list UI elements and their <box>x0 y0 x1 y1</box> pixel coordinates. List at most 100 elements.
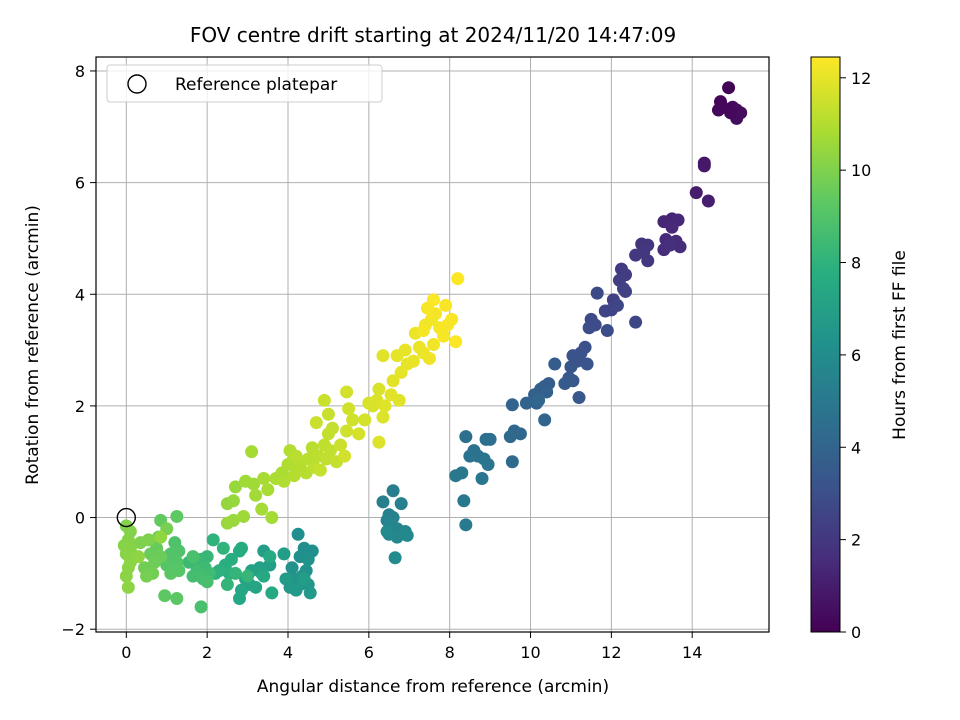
data-point <box>665 220 679 234</box>
data-point <box>505 455 519 469</box>
chart-title: FOV centre drift starting at 2024/11/20 … <box>190 23 676 47</box>
data-point <box>376 495 390 509</box>
data-point <box>232 592 246 606</box>
data-point <box>427 293 441 307</box>
data-point <box>400 528 414 542</box>
data-point <box>164 566 178 580</box>
data-point <box>598 304 612 318</box>
data-point <box>580 357 594 371</box>
legend-reference-marker <box>127 74 147 94</box>
data-point <box>119 569 133 583</box>
data-point <box>249 580 263 594</box>
legend-box <box>106 64 383 103</box>
reference-marker-group <box>116 507 137 528</box>
data-point <box>220 516 234 530</box>
data-point <box>540 385 554 399</box>
data-point <box>297 572 311 586</box>
data-point <box>392 393 406 407</box>
legend: Reference platepar <box>106 64 383 103</box>
data-point <box>481 458 495 472</box>
data-point <box>277 547 291 561</box>
colorbar-label: Hours from first FF file <box>890 250 910 440</box>
data-point <box>600 324 614 338</box>
data-point <box>342 402 356 416</box>
data-point <box>323 444 337 458</box>
data-point <box>701 194 715 208</box>
data-point <box>241 569 255 583</box>
data-point <box>131 550 145 564</box>
grid-lines <box>96 57 769 632</box>
data-points <box>117 81 748 614</box>
data-point <box>245 445 259 459</box>
colorbar-tick-label: 12 <box>851 69 871 88</box>
data-point <box>439 298 453 312</box>
data-point <box>265 586 279 600</box>
data-point <box>378 399 392 413</box>
data-point <box>277 474 291 488</box>
colorbar-tick-label: 0 <box>851 623 861 642</box>
data-point <box>346 413 360 427</box>
data-point <box>619 284 633 298</box>
plot-frame <box>95 56 770 633</box>
data-point <box>148 555 162 569</box>
data-point <box>121 580 135 594</box>
data-point <box>519 396 533 410</box>
data-point <box>194 600 208 614</box>
x-tick-label: 6 <box>364 643 374 662</box>
data-point <box>228 566 242 580</box>
y-tick-label: −2 <box>61 620 85 639</box>
data-point <box>548 357 562 371</box>
data-point <box>340 424 354 438</box>
data-point <box>394 497 408 511</box>
legend-entry-reference: Reference platepar <box>175 75 337 95</box>
x-tick-label: 4 <box>283 643 293 662</box>
data-point <box>629 248 643 262</box>
colorbar-gradient <box>810 56 841 633</box>
data-point <box>663 238 677 252</box>
data-point <box>255 502 269 516</box>
data-point <box>257 569 271 583</box>
x-tick-label: 0 <box>121 643 131 662</box>
data-point <box>200 575 214 589</box>
data-point <box>216 541 230 555</box>
data-point <box>475 471 489 485</box>
data-point <box>386 374 400 388</box>
data-point <box>279 572 293 586</box>
x-tick-label: 14 <box>682 643 702 662</box>
data-point <box>590 286 604 300</box>
data-point <box>265 511 279 525</box>
data-point <box>291 527 305 541</box>
data-point <box>610 298 624 312</box>
data-point <box>457 494 471 508</box>
data-point <box>317 393 331 407</box>
y-tick-label: 6 <box>75 174 85 193</box>
data-point <box>388 551 402 565</box>
data-point <box>372 382 386 396</box>
data-point <box>158 589 172 603</box>
data-point <box>459 430 473 444</box>
data-point <box>558 377 572 391</box>
data-point <box>689 186 703 200</box>
data-point <box>532 393 546 407</box>
colorbar-ticks: 0 2 4 6 8 10 12 <box>840 69 871 642</box>
x-tick-label: 8 <box>445 643 455 662</box>
data-point <box>247 477 261 491</box>
data-point <box>441 318 455 332</box>
data-point <box>697 159 711 173</box>
data-point <box>352 427 366 441</box>
colorbar-tick-label: 10 <box>851 161 871 180</box>
data-point <box>416 324 430 338</box>
data-point <box>376 349 390 363</box>
data-point <box>206 533 220 547</box>
data-point <box>716 100 730 114</box>
data-point <box>422 351 436 365</box>
data-point <box>673 240 687 254</box>
data-point <box>228 480 242 494</box>
data-point <box>140 569 154 583</box>
data-point <box>459 518 473 532</box>
data-point <box>479 432 493 446</box>
data-point <box>449 335 463 349</box>
data-point <box>289 583 303 597</box>
data-point <box>220 578 234 592</box>
